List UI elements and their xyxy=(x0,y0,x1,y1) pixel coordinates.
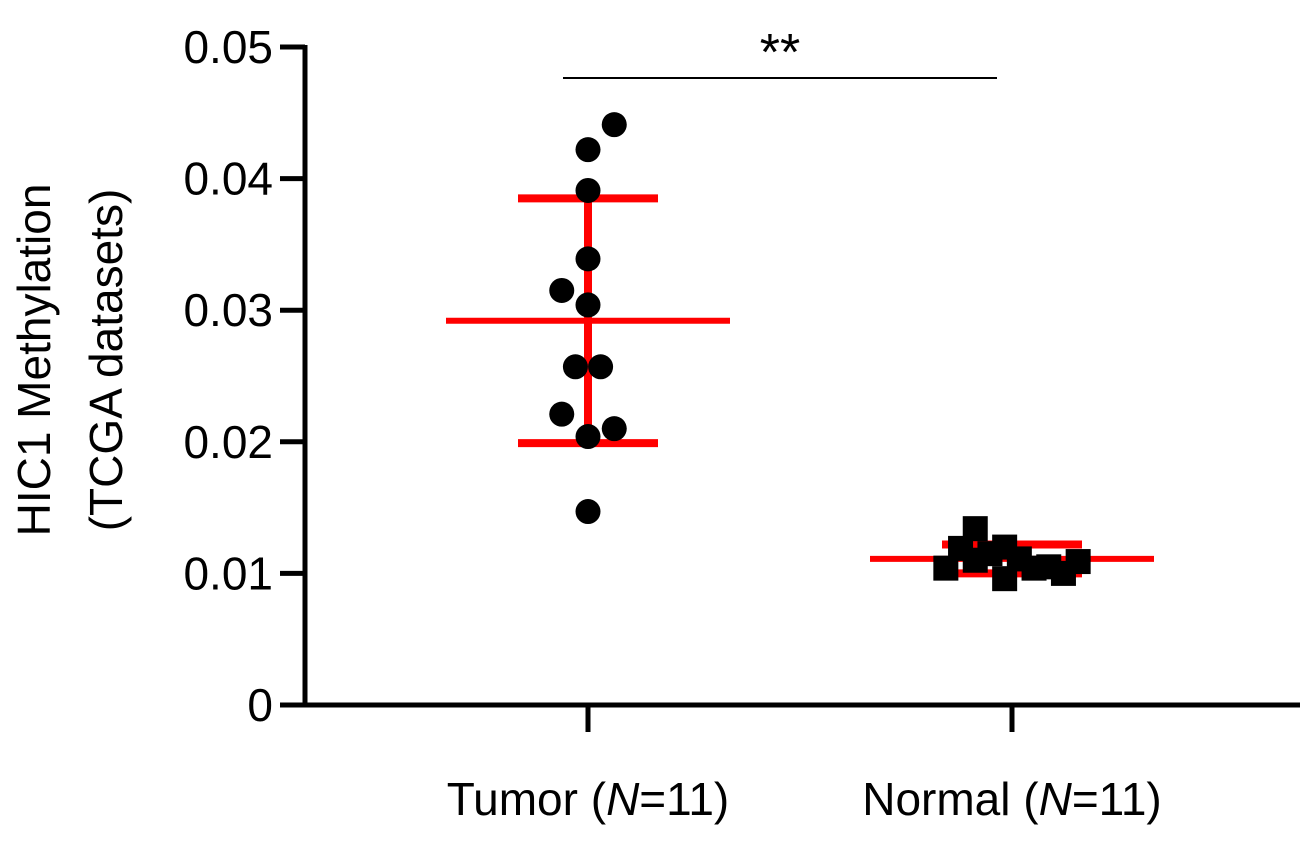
tumor-data-point xyxy=(588,354,614,380)
tumor-data-point xyxy=(549,277,575,303)
category-label-italic: N xyxy=(1039,773,1073,825)
category-labels: Tumor (N=11) Normal (N=11) xyxy=(447,773,1162,825)
category-label-text: Normal ( xyxy=(862,773,1039,825)
category-label: Tumor (N=11) xyxy=(447,773,729,825)
significance-annotation: ** xyxy=(563,24,997,82)
tumor-data-point xyxy=(575,292,601,318)
mean-sd-bar xyxy=(446,194,730,448)
normal-data-point xyxy=(1065,549,1091,575)
significance-label: ** xyxy=(760,24,800,82)
tumor-data-point xyxy=(575,137,601,163)
axes: 0 0.01 0.02 0.03 0.04 0.05 xyxy=(183,21,1300,732)
category-label-text: =11) xyxy=(1072,773,1162,825)
tumor-data-point xyxy=(575,499,601,525)
y-tick-label: 0.03 xyxy=(183,284,273,336)
tumor-data-point xyxy=(601,416,627,442)
category-label: Normal (N=11) xyxy=(862,773,1162,825)
tumor-data-point xyxy=(562,354,588,380)
y-tick-label: 0.05 xyxy=(183,21,273,73)
y-tick-label: 0 xyxy=(247,679,273,731)
y-axis-title-line1: HIC1 Methylation xyxy=(8,184,60,537)
tumor-data-point xyxy=(575,177,601,203)
data-points xyxy=(549,112,1091,592)
tumor-data-point xyxy=(575,246,601,272)
normal-data-point xyxy=(962,516,988,542)
y-axis-title: HIC1 Methylation (TCGA datasets) xyxy=(8,184,132,537)
y-tick-label: 0.04 xyxy=(183,153,273,205)
category-label-text: =11) xyxy=(639,773,729,825)
y-tick-label: 0.01 xyxy=(183,547,273,599)
tumor-data-point xyxy=(575,424,601,450)
y-axis-title-line2: (TCGA datasets) xyxy=(80,189,132,532)
category-label-text: Tumor ( xyxy=(447,773,607,825)
category-label-italic: N xyxy=(606,773,640,825)
tumor-data-point xyxy=(601,112,627,138)
tumor-data-point xyxy=(549,401,575,427)
y-tick-label: 0.02 xyxy=(183,416,273,468)
summary-bars xyxy=(446,194,1154,578)
